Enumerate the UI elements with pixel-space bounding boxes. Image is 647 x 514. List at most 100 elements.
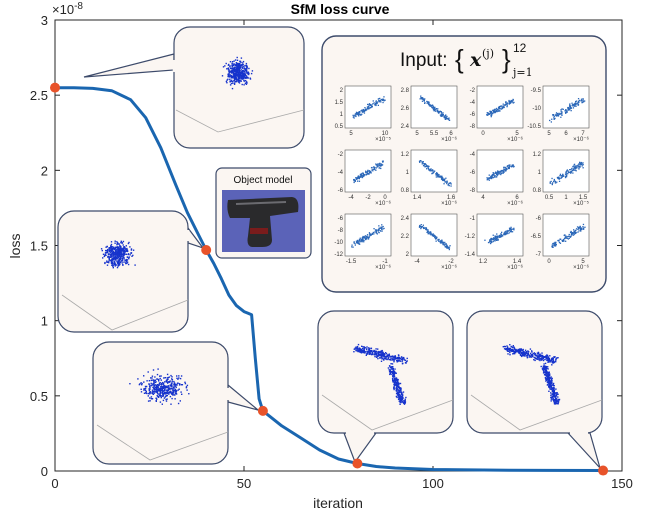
mini-point bbox=[365, 170, 367, 172]
mini-point bbox=[445, 114, 447, 116]
cloud-point bbox=[162, 382, 165, 384]
cloud-point bbox=[121, 260, 123, 262]
cloud-point bbox=[365, 348, 368, 351]
cloud-point bbox=[155, 397, 158, 399]
mini-point bbox=[572, 168, 574, 170]
mini-point bbox=[437, 238, 439, 241]
cloud-point bbox=[151, 398, 154, 400]
cloud-point bbox=[553, 398, 555, 401]
mini-point bbox=[512, 102, 514, 104]
mini-y-tick: -6 bbox=[536, 216, 542, 222]
mini-x-tick: 7 bbox=[581, 131, 585, 137]
mini-exponent: ×10⁻⁶ bbox=[507, 136, 523, 143]
cloud-point bbox=[380, 351, 382, 354]
mini-point bbox=[566, 171, 568, 173]
mini-point bbox=[508, 164, 510, 166]
cloud-point bbox=[515, 350, 518, 353]
cloud-point bbox=[546, 359, 548, 362]
cloud-point bbox=[244, 73, 246, 75]
mini-point bbox=[573, 164, 575, 166]
mini-point bbox=[487, 241, 490, 244]
mini-point bbox=[439, 241, 442, 243]
mini-point bbox=[369, 233, 372, 235]
cloud-point bbox=[243, 77, 245, 79]
cloud-point bbox=[240, 76, 242, 78]
cloud-point bbox=[116, 251, 118, 253]
cloud-point bbox=[225, 80, 228, 83]
cloud-point bbox=[141, 384, 143, 386]
cloud-point bbox=[116, 249, 118, 251]
cloud-point bbox=[113, 251, 115, 254]
mini-point bbox=[353, 117, 355, 119]
mini-point bbox=[490, 176, 492, 178]
mini-point bbox=[423, 227, 426, 229]
cloud-point bbox=[400, 397, 403, 399]
cloud-point bbox=[505, 348, 507, 351]
cloud-point bbox=[557, 357, 559, 359]
cloud-point bbox=[519, 352, 521, 354]
cloud-point bbox=[232, 69, 234, 71]
cloud-point bbox=[398, 396, 401, 398]
mini-point bbox=[487, 112, 489, 114]
mini-point bbox=[353, 241, 355, 243]
cloud-point bbox=[112, 262, 114, 264]
cloud-point bbox=[363, 349, 365, 351]
cloud-point bbox=[150, 382, 152, 385]
mini-point bbox=[494, 237, 496, 239]
mini-point bbox=[512, 99, 514, 101]
cloud-point bbox=[111, 261, 113, 264]
mini-point bbox=[489, 242, 492, 245]
cloud-point bbox=[121, 257, 124, 260]
mini-x-tick: -2 bbox=[365, 195, 371, 201]
mini-point bbox=[555, 112, 558, 114]
mini-point bbox=[363, 112, 366, 114]
cloud-point bbox=[116, 243, 118, 245]
mini-point bbox=[582, 223, 585, 226]
cloud-point bbox=[238, 64, 240, 66]
cloud-point bbox=[376, 355, 378, 357]
mini-point bbox=[498, 235, 500, 237]
mini-point bbox=[570, 105, 572, 107]
mini-point bbox=[572, 104, 574, 106]
cloud-point bbox=[396, 396, 398, 399]
cloud-point bbox=[245, 75, 248, 77]
cloud-point bbox=[517, 348, 519, 351]
mini-y-tick: -4 bbox=[338, 170, 344, 176]
mini-point bbox=[496, 173, 498, 175]
cloud-point bbox=[150, 396, 153, 398]
cloud-point bbox=[548, 386, 551, 389]
cloud-point bbox=[403, 403, 406, 405]
mini-point bbox=[361, 176, 363, 178]
mini-point bbox=[420, 160, 422, 162]
cloud-point bbox=[177, 389, 179, 391]
cloud-point bbox=[524, 349, 527, 351]
cloud-point bbox=[244, 72, 246, 74]
mini-point bbox=[492, 175, 494, 177]
cloud-point bbox=[384, 353, 386, 356]
cloud-point bbox=[238, 76, 240, 79]
cloud-point bbox=[231, 75, 233, 78]
mini-point bbox=[561, 113, 563, 115]
mini-point bbox=[363, 109, 365, 112]
mini-point bbox=[432, 171, 434, 173]
cloud-point bbox=[375, 356, 378, 358]
cloud-point bbox=[506, 350, 509, 352]
mini-plot-frame bbox=[542, 149, 590, 193]
mini-point bbox=[444, 118, 447, 120]
mini-point bbox=[510, 102, 512, 104]
mini-point bbox=[369, 171, 371, 173]
cloud-point bbox=[367, 347, 370, 349]
cloud-point bbox=[356, 349, 358, 351]
mini-point bbox=[446, 115, 448, 118]
cloud-point bbox=[555, 402, 557, 405]
cloud-point bbox=[399, 401, 402, 403]
cloud-point bbox=[506, 349, 508, 351]
cloud-point bbox=[179, 377, 182, 380]
mini-point bbox=[570, 235, 572, 237]
mini-point bbox=[437, 175, 439, 177]
cloud-point bbox=[355, 346, 357, 348]
cloud-point bbox=[392, 356, 394, 358]
cloud-point bbox=[102, 253, 105, 255]
mini-point bbox=[443, 116, 445, 118]
mini-point bbox=[497, 173, 499, 175]
